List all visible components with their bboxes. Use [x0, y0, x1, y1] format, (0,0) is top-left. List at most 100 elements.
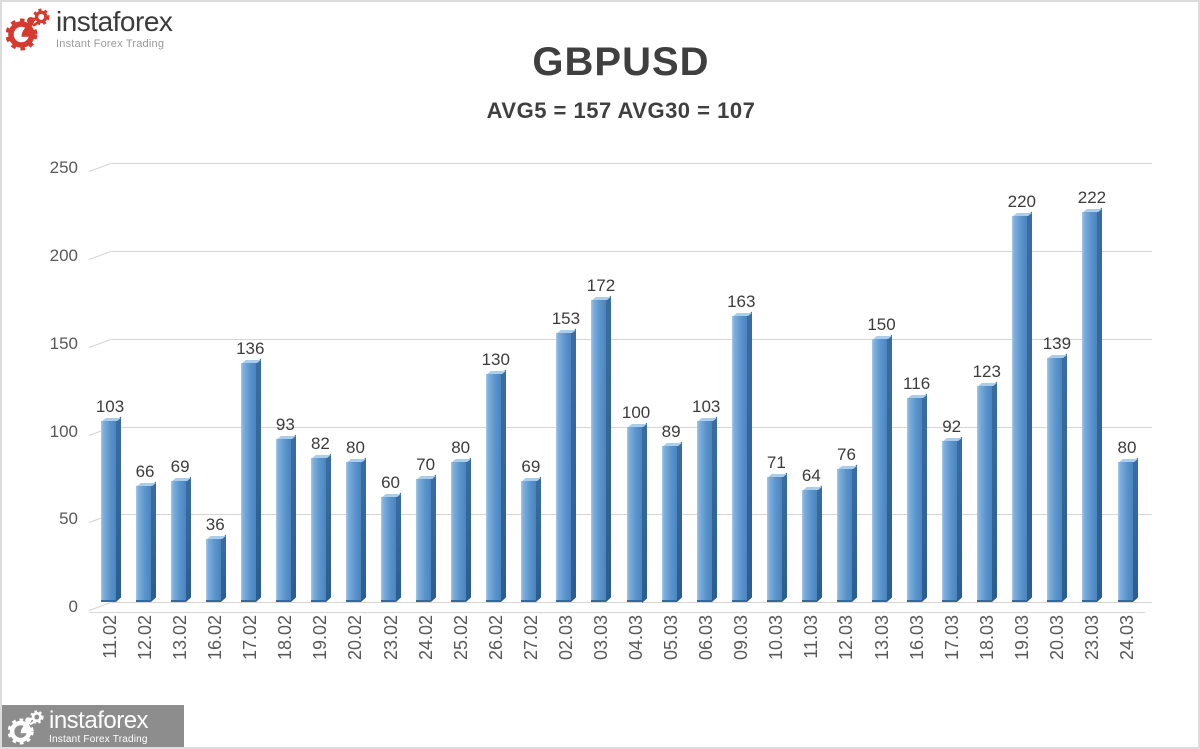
x-axis-label: 16.02: [205, 615, 226, 661]
x-axis-label: 18.02: [275, 615, 296, 661]
bar-12.02: [135, 482, 156, 602]
x-axis-label: 25.02: [450, 615, 471, 661]
x-axis-label: 27.02: [520, 615, 541, 661]
bar-face: [661, 445, 677, 602]
bar-11.02: [100, 417, 120, 602]
x-axis-label: 19.02: [310, 615, 331, 661]
bar-10.03: [766, 473, 787, 602]
bar-face: [310, 458, 326, 602]
bar-side: [1132, 457, 1138, 602]
bar-side: [536, 476, 541, 602]
bar-face: [381, 496, 397, 602]
bar-17.02: [240, 359, 261, 602]
bar-side: [466, 457, 471, 602]
x-axis-label: 23.02: [380, 615, 401, 661]
bar-face: [1047, 358, 1063, 602]
bar-side: [957, 436, 962, 602]
bar-face: [135, 486, 151, 602]
y-axis-label: 200: [49, 246, 78, 265]
bar-side: [255, 359, 261, 602]
x-axis-label: 26.02: [485, 615, 506, 661]
bar-value-label: 80: [451, 437, 471, 457]
bar-side: [676, 441, 682, 602]
brand-tagline: Instant Forex Trading: [49, 734, 148, 745]
y-axis-label: 150: [49, 333, 78, 353]
bar-face: [731, 315, 747, 602]
y-axis-label: 250: [49, 158, 78, 178]
gridline: [112, 338, 1152, 340]
bar-side: [992, 382, 997, 602]
bar-top-bevel: [662, 442, 681, 446]
x-axis-label: 04.03: [626, 615, 647, 661]
bar-face: [521, 480, 537, 602]
x-axis-label: 24.02: [415, 615, 436, 661]
instaforex-gear-icon: [8, 709, 44, 745]
brand-tagline: Instant Forex Trading: [56, 38, 165, 50]
bar-side: [501, 369, 506, 602]
bar-face: [872, 338, 888, 602]
bar-top-bevel: [346, 458, 366, 462]
bar-value-label: 172: [586, 276, 616, 296]
gridline: [112, 163, 1152, 165]
bar-side: [115, 417, 120, 602]
bar-side: [641, 422, 647, 602]
bar-value-label: 80: [1117, 437, 1137, 457]
bar-19.02: [310, 454, 331, 602]
bar-value-label: 69: [521, 456, 541, 476]
bar-side: [431, 475, 436, 602]
bar-side: [851, 464, 857, 602]
bar-face: [240, 363, 256, 602]
bar-face: [942, 440, 958, 602]
bar-side: [220, 534, 226, 602]
bar-value-label: 103: [95, 397, 125, 417]
bar-09.03: [731, 311, 752, 602]
instaforex-logo-top: instaforex Instant Forex Trading: [6, 7, 173, 51]
bar-value-label: 163: [727, 291, 756, 311]
bar-11.03: [801, 485, 822, 602]
bar-value-label: 136: [236, 339, 265, 359]
instaforex-logo-bottom: instaforex Instant Forex Trading: [2, 705, 184, 747]
bar-face: [836, 468, 852, 602]
bar-side: [290, 434, 296, 602]
x-axis-label: 11.03: [801, 615, 822, 659]
bar-face: [626, 426, 642, 602]
bar-17.03: [942, 436, 962, 602]
x-axis-label: 13.02: [170, 615, 191, 661]
bar-value-label: 64: [801, 465, 821, 485]
x-axis-label: 09.03: [731, 615, 752, 661]
bar-26.02: [486, 369, 506, 602]
bar-24.02: [416, 475, 436, 602]
bar-value-label: 82: [310, 434, 330, 454]
bar-face: [275, 438, 291, 602]
bar-side: [1097, 208, 1102, 602]
bar-side: [396, 492, 401, 602]
bar-05.03: [661, 441, 682, 602]
bar-16.02: [205, 534, 226, 602]
plot-floor-edge: [89, 612, 1145, 613]
bar-18.03: [977, 382, 997, 602]
bar-value-label: 70: [416, 455, 436, 475]
bar-02.03: [556, 329, 576, 602]
bar-value-label: 222: [1077, 188, 1107, 208]
bar-top-bevel: [206, 535, 226, 539]
x-axis-label: 05.03: [661, 615, 682, 661]
bar-20.02: [345, 457, 366, 602]
bar-side: [1062, 353, 1067, 602]
bar-top-bevel: [1118, 458, 1137, 462]
bar-06.03: [696, 417, 717, 602]
gridline-tick: [88, 250, 112, 261]
bar-20.03: [1047, 353, 1067, 602]
bar-side: [185, 476, 191, 602]
bar-03.03: [591, 296, 611, 602]
x-axis-label: 17.02: [240, 615, 261, 661]
bar-25.02: [451, 457, 471, 602]
x-axis-label: 13.03: [871, 615, 892, 661]
bar-side: [711, 417, 717, 602]
bar-face: [451, 461, 467, 602]
gridline-tick: [88, 601, 112, 612]
x-axis-label: 02.03: [555, 615, 576, 661]
bar-value-label: 220: [1007, 191, 1036, 211]
bar-value-label: 89: [661, 421, 681, 441]
bar-24.03: [1117, 457, 1138, 602]
bar-13.03: [872, 334, 892, 602]
